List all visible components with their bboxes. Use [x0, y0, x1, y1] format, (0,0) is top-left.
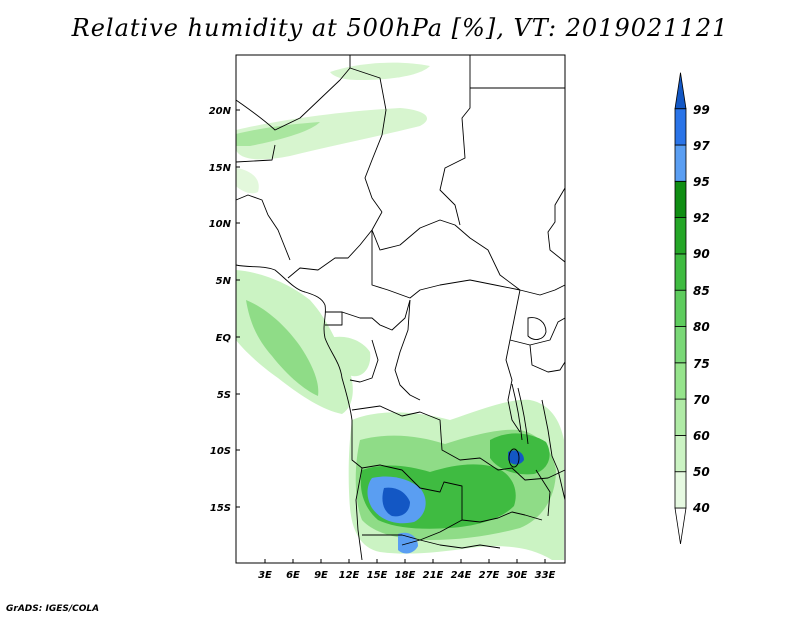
colorbar-label: 50	[693, 465, 710, 479]
country-borders	[235, 55, 566, 561]
lat-label: 5S	[217, 390, 231, 401]
humidity-peak-east	[508, 450, 524, 465]
lon-label: 27E	[479, 570, 500, 581]
colorbar-swatch	[674, 471, 687, 509]
lon-label: 18E	[395, 570, 416, 581]
map-frame	[235, 54, 566, 564]
colorbar: 40 50 60 70 75 80 85 90 92 95 97 99	[674, 72, 710, 545]
colorbar-swatch	[674, 507, 687, 545]
colorbar-swatch	[674, 289, 687, 327]
colorbar-swatch	[674, 326, 687, 364]
colorbar-swatch	[674, 362, 687, 400]
humidity-field	[236, 62, 564, 560]
lon-label: 33E	[535, 570, 556, 581]
colorbar-label: 99	[693, 103, 710, 117]
colorbar-swatch	[674, 72, 687, 110]
lat-label: 10S	[210, 446, 231, 457]
colorbar-label: 60	[693, 429, 710, 443]
lakes	[508, 317, 547, 468]
colorbar-swatch	[674, 253, 687, 291]
lon-label: 15E	[367, 570, 388, 581]
latitude-labels: 20N 15N 10N 5N EQ 5S 10S 15S	[209, 106, 232, 514]
lat-label: 15S	[210, 503, 231, 514]
lon-label: 30E	[507, 570, 528, 581]
colorbar-label: 95	[693, 175, 710, 189]
map-title: Relative humidity at 500hPa [%], VT: 201…	[71, 14, 729, 42]
humidity-patch-west	[236, 168, 259, 194]
colorbar-swatch	[674, 180, 687, 219]
colorbar-label: 97	[693, 139, 710, 153]
colorbar-swatch	[674, 398, 687, 436]
colorbar-swatch	[674, 217, 687, 255]
colorbar-swatch	[674, 434, 687, 473]
lon-label: 9E	[314, 570, 328, 581]
humidity-plume-west-core	[246, 300, 319, 396]
colorbar-label: 80	[693, 320, 710, 334]
colorbar-swatch	[674, 144, 687, 182]
colorbar-label: 70	[693, 393, 710, 407]
lat-label: EQ	[216, 333, 232, 344]
colorbar-label: 40	[692, 501, 710, 515]
humidity-band-north	[236, 108, 428, 160]
lat-label: 20N	[209, 106, 232, 117]
lat-label: 5N	[216, 276, 232, 287]
colorbar-swatches	[674, 72, 687, 545]
colorbar-label: 75	[693, 357, 710, 371]
colorbar-label: 92	[693, 211, 710, 225]
lon-label: 6E	[286, 570, 300, 581]
humidity-patch-congo-west	[330, 336, 371, 377]
colorbar-swatch	[674, 108, 687, 146]
lat-label: 15N	[209, 163, 232, 174]
axis-ticks	[236, 109, 546, 563]
colorbar-label: 90	[693, 247, 710, 261]
longitude-labels: 3E 6E 9E 12E 15E 18E 21E 24E 27E 30E 33E	[258, 570, 555, 581]
humidity-peak-dark	[382, 487, 410, 517]
humidity-patch-top	[330, 62, 430, 80]
humidity-band-north-core	[236, 122, 320, 146]
colorbar-labels: 40 50 60 70 75 80 85 90 92 95 97 99	[692, 103, 710, 515]
lon-label: 21E	[423, 570, 444, 581]
lon-label: 12E	[339, 570, 360, 581]
lat-label: 10N	[209, 219, 232, 230]
lon-label: 3E	[258, 570, 272, 581]
colorbar-label: 85	[693, 284, 710, 298]
grads-credit: GrADS: IGES/COLA	[6, 604, 100, 614]
lon-label: 24E	[451, 570, 472, 581]
